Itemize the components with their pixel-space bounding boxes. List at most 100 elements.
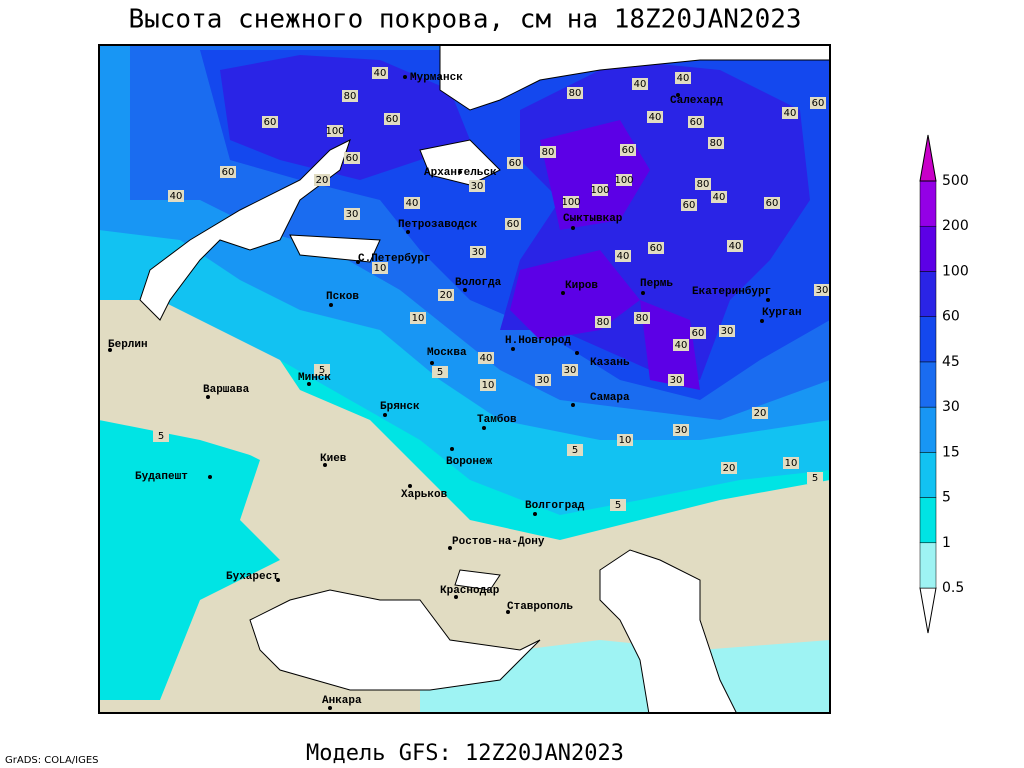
colorbar-label: 5: [942, 490, 951, 506]
model-label: Модель GFS: 12Z20JAN2023: [306, 741, 624, 766]
colorbar-label: 15: [942, 444, 960, 460]
city-label: Архангельск: [424, 167, 497, 179]
colorbar-bin: [919, 271, 937, 317]
city-dot: [766, 298, 770, 302]
city-label: Варшава: [203, 384, 250, 396]
contour-label-box: [384, 113, 400, 125]
colorbar-bin: [919, 180, 937, 227]
city-label: Краснодар: [440, 585, 500, 597]
contour-label-box: [673, 339, 689, 351]
contour-label-box: [432, 366, 448, 378]
contour-label-box: [410, 312, 426, 324]
colorbar-label: 100: [942, 263, 969, 279]
contour-label-box: [620, 144, 636, 156]
contour-label-box: [673, 424, 689, 436]
city-label: Волгоград: [525, 500, 585, 512]
contour-label-box: [438, 289, 454, 301]
colorbar-bin: [919, 316, 937, 363]
contour-label: 20: [723, 463, 736, 474]
city-dot: [676, 93, 680, 97]
contour-label: 20: [440, 290, 453, 301]
colorbar-bin: [919, 225, 937, 272]
colorbar-bin: [919, 542, 937, 589]
contour-label: 100: [325, 126, 344, 137]
city-label: Салехард: [670, 95, 723, 107]
colorbar-bin: [919, 406, 937, 453]
contour-label: 5: [812, 473, 818, 484]
contour-label: 40: [617, 251, 630, 262]
contour-label: 60: [683, 200, 696, 211]
city-dot: [506, 610, 510, 614]
contour-label: 60: [507, 219, 520, 230]
contour-label: 40: [784, 108, 797, 119]
city-label: Курган: [762, 307, 802, 319]
contour-label: 60: [650, 243, 663, 254]
map-frame: [98, 44, 831, 714]
contour-label: 5: [437, 367, 443, 378]
contour-label: 20: [754, 408, 767, 419]
city-dot: [448, 546, 452, 550]
city-label: Екатеринбург: [692, 285, 771, 298]
contour-label: 5: [615, 500, 621, 511]
contour-label: 100: [561, 197, 580, 208]
contour-label-box: [719, 325, 735, 337]
city-label: Будапешт: [135, 471, 188, 483]
map: [99, 45, 830, 713]
city-dot: [430, 361, 434, 365]
contour-label-box: [563, 196, 579, 208]
city-label: Н.Новгород: [505, 335, 571, 347]
city-label: Петрозаводск: [398, 219, 478, 231]
colorbar-cap: [919, 587, 937, 634]
contour-label: 5: [158, 431, 164, 442]
contour-label: 60: [812, 98, 825, 109]
colorbar-bin: [919, 361, 937, 408]
contour-label-box: [478, 352, 494, 364]
contour-label: 30: [670, 375, 683, 386]
contour-label-box: [404, 197, 420, 209]
contour-label: 60: [346, 153, 359, 164]
contour-label: 40: [170, 191, 183, 202]
contour-label: 80: [597, 317, 610, 328]
city-label: Ставрополь: [507, 601, 573, 613]
contour-label-box: [262, 116, 278, 128]
contour-label: 30: [721, 326, 734, 337]
contour-label-box: [695, 178, 711, 190]
contour-label-box: [567, 87, 583, 99]
contour-label-box: [535, 374, 551, 386]
contour-label-box: [480, 379, 496, 391]
city-label: Берлин: [108, 339, 148, 351]
contour-label-box: [562, 364, 578, 376]
city-dot: [323, 463, 327, 467]
contour-label-box: [810, 97, 826, 109]
contour-label-box: [814, 284, 830, 296]
contour-label-box: [567, 444, 583, 456]
city-dot: [208, 475, 212, 479]
contour-label-box: [342, 90, 358, 102]
contour-label: 30: [816, 285, 829, 296]
contour-label-box: [711, 191, 727, 203]
city-dot: [276, 578, 280, 582]
contour-label: 60: [766, 198, 779, 209]
city-dot: [329, 303, 333, 307]
city-dot: [328, 706, 332, 710]
contour-label: 60: [622, 145, 635, 156]
contour-label: 40: [480, 353, 493, 364]
contour-label-box: [727, 240, 743, 252]
contour-label-box: [807, 472, 823, 484]
city-dot: [406, 230, 410, 234]
contour-label: 60: [690, 117, 703, 128]
contour-label-box: [668, 374, 684, 386]
city-label: Воронеж: [446, 456, 493, 468]
contour-label-box: [344, 152, 360, 164]
contour-label: 40: [374, 68, 387, 79]
city-dot: [450, 447, 454, 451]
city-label: Казань: [590, 357, 630, 369]
contour-label-box: [648, 242, 664, 254]
contour-label: 10: [619, 435, 632, 446]
land: [99, 320, 330, 470]
contour-label: 80: [542, 147, 555, 158]
contour-label: 80: [636, 313, 649, 324]
colorbar-label: 45: [942, 354, 960, 370]
contour-label-box: [632, 78, 648, 90]
